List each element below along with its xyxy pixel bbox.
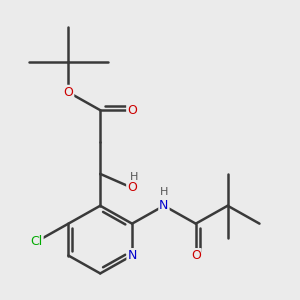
Text: N: N: [159, 199, 169, 212]
Text: O: O: [127, 181, 137, 194]
Text: H: H: [130, 172, 138, 182]
Text: N: N: [128, 249, 137, 262]
Text: Cl: Cl: [30, 235, 43, 248]
Text: O: O: [127, 104, 137, 117]
Text: H: H: [160, 187, 168, 197]
Text: O: O: [191, 249, 201, 262]
Text: O: O: [63, 86, 73, 99]
